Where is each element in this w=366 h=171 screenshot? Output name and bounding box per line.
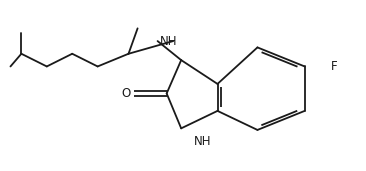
Text: F: F xyxy=(331,60,338,73)
Text: NH: NH xyxy=(159,35,177,48)
Text: O: O xyxy=(121,87,130,100)
Text: NH: NH xyxy=(194,135,212,148)
